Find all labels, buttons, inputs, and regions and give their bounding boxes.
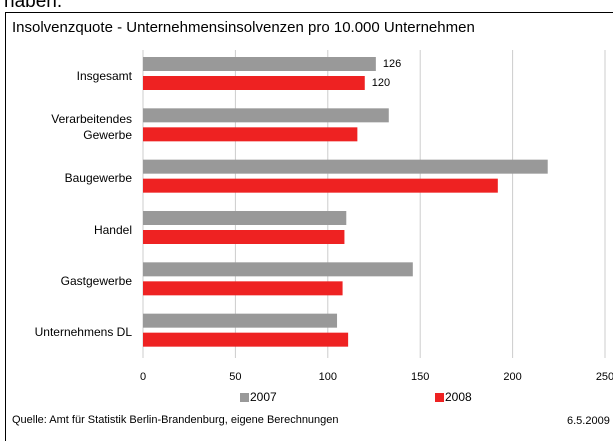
bar (143, 76, 365, 90)
bar (143, 178, 498, 193)
bar (143, 127, 358, 142)
x-tick-label: 50 (229, 371, 241, 383)
legend-swatch (240, 393, 249, 402)
bar (143, 57, 376, 71)
bar (143, 262, 413, 277)
x-tick-label: 0 (140, 371, 146, 383)
bar (143, 313, 338, 328)
frame (5, 12, 613, 441)
bar (143, 281, 343, 296)
x-tick-label: 150 (411, 371, 429, 383)
category-label: Handel (93, 222, 132, 237)
value-label: 126 (383, 58, 401, 70)
bar (143, 211, 347, 225)
x-tick-label: 100 (319, 371, 337, 383)
category-label: Unternehmens DL (34, 325, 132, 340)
bar (143, 332, 349, 347)
x-tick-label: 200 (503, 371, 521, 383)
bar (143, 108, 389, 123)
clipped-text: haben. (4, 0, 62, 12)
category-label: Gastgewerbe (60, 274, 132, 288)
category-label: Baugewerbe (64, 171, 132, 186)
legend-swatch (435, 393, 444, 402)
category-label: Insgesamt (76, 68, 132, 83)
bar (143, 159, 548, 174)
legend-label: 2007 (250, 390, 277, 404)
value-label: 120 (372, 77, 390, 89)
category-label: Verarbeitendes Gewerbe (51, 112, 132, 142)
x-tick-label: 250 (596, 371, 613, 383)
chart-title: Insolvenzquote - Unternehmensinsolvenzen… (12, 19, 475, 36)
bar (143, 230, 345, 244)
date: 6.5.2009 (567, 415, 610, 427)
legend-label: 2008 (445, 390, 472, 404)
source: Quelle: Amt für Statistik Berlin-Branden… (12, 414, 339, 426)
